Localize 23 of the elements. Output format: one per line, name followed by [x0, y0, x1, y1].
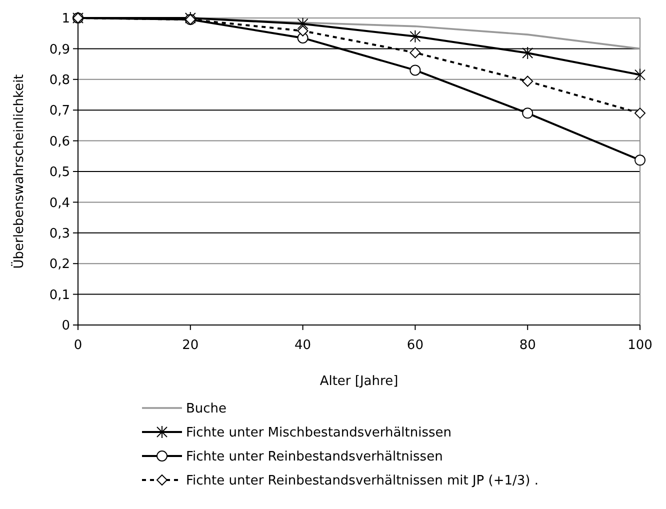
y-tick-label: 0,2	[49, 257, 70, 272]
y-tick-label: 0,5	[49, 165, 70, 180]
legend-label: Buche	[186, 402, 227, 417]
x-tick-label: 100	[628, 338, 652, 353]
y-tick-label: 0,6	[49, 134, 70, 150]
y-tick-label: 0,9	[49, 42, 70, 58]
y-tick-label: 0,1	[49, 288, 70, 303]
y-axis-title: Überlebenswahrscheinlichkeit	[11, 74, 27, 269]
x-tick-label: 60	[406, 338, 424, 353]
legend-label: Fichte unter Mischbestandsverhältnissen	[186, 426, 452, 441]
legend-label: Fichte unter Reinbestandsverhältnissen mit JP (+1/3) .	[186, 474, 538, 489]
x-tick-label: 20	[182, 338, 199, 353]
x-tick-label: 80	[519, 338, 536, 353]
legend-label: Fichte unter Reinbestandsverhältnissen	[186, 450, 443, 465]
y-tick-label: 1	[62, 12, 70, 27]
y-tick-label: 0,4	[49, 196, 70, 211]
x-tick-label: 0	[74, 338, 82, 353]
y-tick-label: 0,7	[49, 104, 70, 119]
y-tick-label: 0	[62, 318, 70, 334]
x-axis-title: Alter [Jahre]	[320, 374, 398, 389]
x-tick-label: 40	[294, 338, 312, 353]
y-tick-label: 0,8	[49, 72, 70, 88]
y-tick-label: 0,3	[49, 226, 70, 242]
